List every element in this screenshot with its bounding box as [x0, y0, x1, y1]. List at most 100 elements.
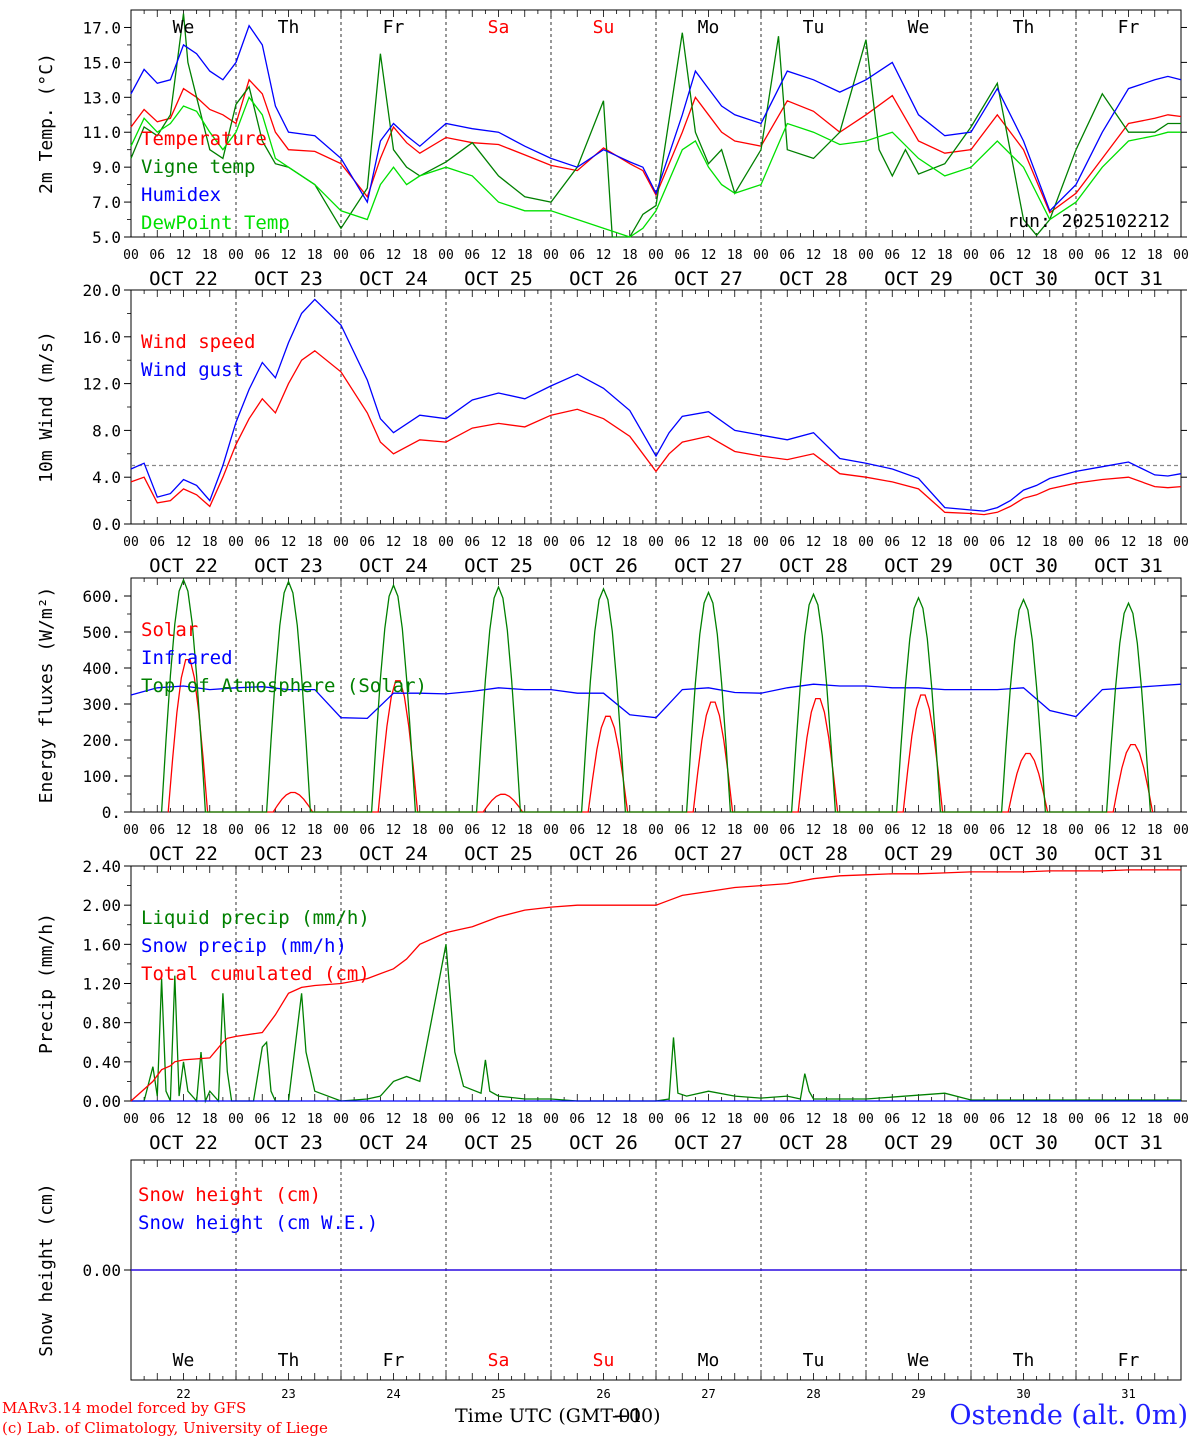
hour-tick-label: 12: [281, 823, 297, 838]
hour-tick-label: 12: [806, 535, 822, 550]
hour-tick-label: 06: [1094, 823, 1110, 838]
hour-tick-label: 12: [911, 248, 927, 263]
day-number-label: 31: [1121, 1387, 1135, 1401]
hour-tick-label: 18: [1042, 1112, 1058, 1127]
hour-tick-label: 18: [412, 1112, 428, 1127]
day-label: OCT 26: [569, 268, 638, 290]
hour-tick-label: 00: [1068, 248, 1084, 263]
day-label: OCT 31: [1094, 843, 1163, 865]
day-label: OCT 24: [359, 268, 428, 290]
day-label: OCT 23: [254, 843, 323, 865]
weekday-label: Tu: [803, 1350, 825, 1371]
hour-tick-label: 00: [333, 535, 349, 550]
weekday-label: Mo: [698, 1350, 720, 1371]
legend-entry: Snow height (cm): [138, 1184, 321, 1206]
day-label: OCT 25: [464, 268, 533, 290]
hour-tick-label: 00: [438, 823, 454, 838]
day-label: OCT 30: [989, 268, 1058, 290]
weekday-label: Mo: [698, 17, 720, 38]
day-label: OCT 26: [569, 843, 638, 865]
y-tick-label: 300.: [82, 695, 121, 714]
hour-tick-label: 00: [438, 248, 454, 263]
hour-tick-label: 00: [858, 248, 874, 263]
hour-tick-label: 06: [989, 248, 1005, 263]
y-tick-label: 0.80: [82, 1014, 121, 1033]
hour-tick-label: 00: [333, 248, 349, 263]
hour-tick-label: 06: [149, 823, 165, 838]
hour-tick-label: 12: [176, 1112, 192, 1127]
hour-tick-label: 00: [963, 1112, 979, 1127]
y-tick-label: 1.60: [82, 935, 121, 954]
y-tick-label: 0.00: [82, 1261, 121, 1280]
hour-tick-label: 06: [674, 535, 690, 550]
hour-tick-label: 06: [989, 535, 1005, 550]
y-tick-label: 16.0: [82, 328, 121, 347]
hour-tick-label: 00: [1068, 823, 1084, 838]
hour-tick-label: 12: [911, 1112, 927, 1127]
day-label: OCT 22: [149, 843, 218, 865]
day-label: OCT 29: [884, 843, 953, 865]
weekday-label: Fr: [383, 17, 405, 38]
hour-tick-label: 00: [123, 535, 139, 550]
hour-tick-label: 06: [884, 823, 900, 838]
hour-tick-label: 00: [228, 823, 244, 838]
hour-tick-label: 12: [386, 1112, 402, 1127]
hour-tick-label: 18: [1042, 535, 1058, 550]
hour-tick-label: 00: [753, 823, 769, 838]
hour-tick-label: 18: [412, 248, 428, 263]
hour-tick-label: 18: [832, 823, 848, 838]
day-label: OCT 23: [254, 555, 323, 577]
weekday-label: Su: [593, 1350, 615, 1371]
hour-tick-label: 06: [884, 1112, 900, 1127]
hour-tick-label: 18: [307, 823, 323, 838]
hour-tick-label: 12: [1016, 248, 1032, 263]
hour-tick-label: 12: [911, 535, 927, 550]
hour-tick-label: 12: [596, 1112, 612, 1127]
hour-tick-label: 06: [779, 1112, 795, 1127]
day-label: OCT 27: [674, 1132, 743, 1154]
hour-tick-label: 00: [333, 823, 349, 838]
day-label: OCT 27: [674, 843, 743, 865]
hour-tick-label: 18: [622, 535, 638, 550]
day-number-label: 28: [806, 1387, 820, 1401]
hour-tick-label: 12: [386, 535, 402, 550]
hour-tick-label: 18: [727, 823, 743, 838]
hour-tick-label: 00: [963, 823, 979, 838]
day-label: OCT 22: [149, 1132, 218, 1154]
day-number-label: 29: [911, 1387, 925, 1401]
hour-tick-label: 00: [228, 535, 244, 550]
day-label: OCT 30: [989, 1132, 1058, 1154]
legend-entry: Wind gust: [141, 359, 244, 381]
day-label: OCT 27: [674, 268, 743, 290]
hour-tick-label: 18: [1147, 535, 1163, 550]
y-tick-label: 5.0: [92, 228, 121, 247]
hour-tick-label: 12: [596, 823, 612, 838]
hour-tick-label: 00: [648, 535, 664, 550]
hour-tick-label: 06: [359, 535, 375, 550]
day-number-label: 30: [1016, 1387, 1030, 1401]
hour-tick-label: 18: [622, 248, 638, 263]
hour-tick-label: 00: [438, 535, 454, 550]
weekday-label: Fr: [383, 1350, 405, 1371]
hour-tick-label: 00: [1068, 1112, 1084, 1127]
y-tick-label: 8.0: [92, 421, 121, 440]
hour-tick-label: 12: [176, 535, 192, 550]
day-number-label: 27: [701, 1387, 715, 1401]
day-label: OCT 31: [1094, 1132, 1163, 1154]
hour-tick-label: 18: [937, 1112, 953, 1127]
y-tick-label: 2.00: [82, 896, 121, 915]
hour-tick-label: 12: [596, 248, 612, 263]
hour-tick-label: 00: [123, 248, 139, 263]
y-tick-label: 7.0: [92, 193, 121, 212]
hour-tick-label: 18: [937, 823, 953, 838]
hour-tick-label: 12: [1016, 823, 1032, 838]
hour-tick-label: 12: [1016, 535, 1032, 550]
day-label: OCT 28: [779, 843, 848, 865]
hour-tick-label: 18: [412, 823, 428, 838]
hour-tick-label: 18: [832, 248, 848, 263]
hour-tick-label: 06: [149, 1112, 165, 1127]
hour-tick-label: 06: [359, 823, 375, 838]
hour-tick-label: 00: [1173, 1112, 1189, 1127]
legend-entry: Vigne temp: [141, 156, 255, 178]
weekday-label: Tu: [803, 17, 825, 38]
